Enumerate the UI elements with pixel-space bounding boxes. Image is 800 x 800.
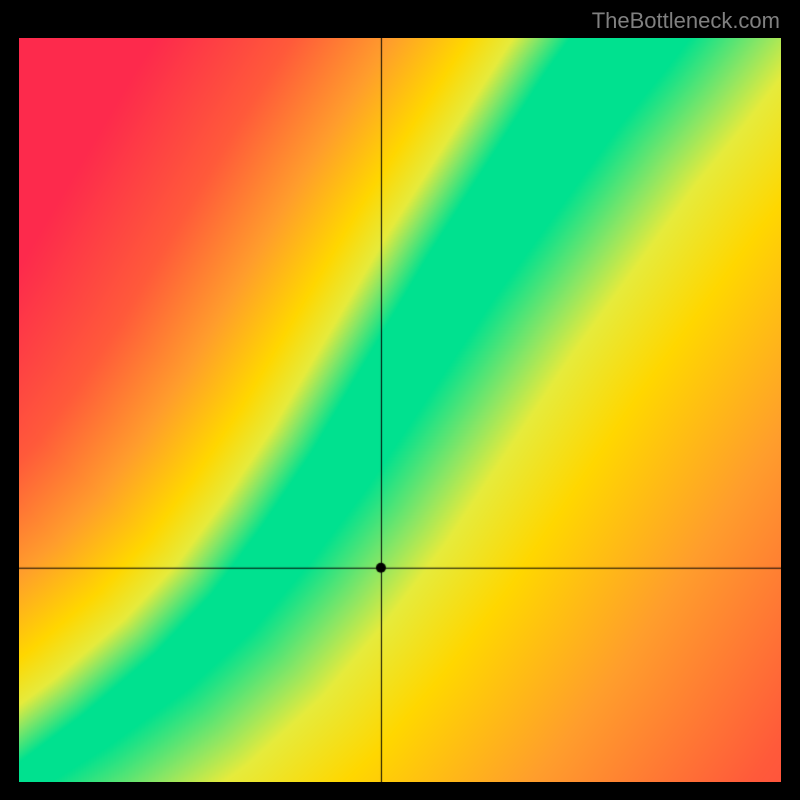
watermark-text: TheBottleneck.com	[592, 8, 780, 34]
heatmap-canvas	[19, 38, 781, 782]
bottleneck-heatmap-chart	[19, 38, 781, 782]
